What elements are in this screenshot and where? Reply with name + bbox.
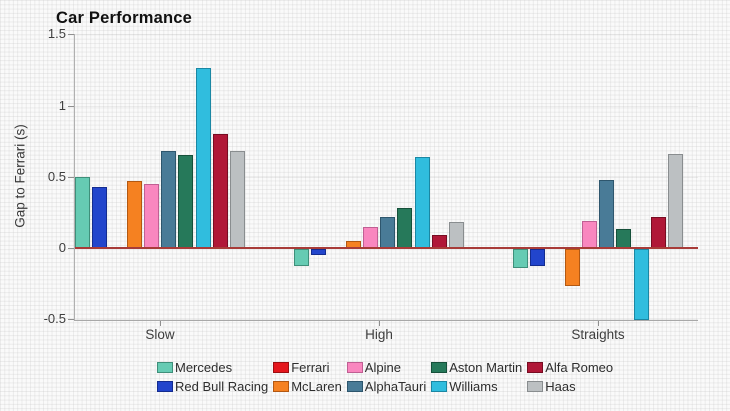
- y-tick-mark: [68, 105, 74, 107]
- bar-haas-high: [448, 222, 464, 248]
- y-tick-label: 0: [58, 240, 66, 255]
- bar-red-bull-racing-straights: [530, 249, 546, 267]
- bar-mclaren-slow: [126, 181, 142, 248]
- legend-label-alphatauri: AlphaTauri: [364, 379, 427, 394]
- legend-item-alfa-romeo: Alfa Romeo: [527, 360, 613, 375]
- legend-label-williams: Williams: [449, 379, 498, 394]
- y-axis-line: [74, 34, 75, 321]
- legend-item-mclaren: McLaren: [273, 379, 342, 394]
- gridline-y: [75, 176, 698, 178]
- y-tick-label: 0.5: [47, 168, 66, 184]
- gridline-y: [75, 319, 698, 321]
- legend-swatch-red-bull-racing: [157, 381, 173, 392]
- plot-area: [68, 34, 698, 326]
- legend-label-mercedes: Mercedes: [175, 360, 233, 375]
- legend-swatch-ferrari: [273, 362, 290, 373]
- legend-swatch-mercedes: [157, 362, 173, 373]
- legend-label-mclaren: McLaren: [291, 379, 342, 394]
- x-tick-mark: [160, 321, 161, 326]
- gridline-y: [75, 105, 698, 107]
- bar-williams-slow: [195, 68, 211, 248]
- bar-aston-martin-slow: [178, 155, 194, 248]
- x-tick-label-slow: Slow: [145, 327, 175, 342]
- y-tick-mark: [68, 176, 74, 178]
- legend-swatch-aston-martin: [431, 362, 448, 373]
- legend-label-red-bull-racing: Red Bull Racing: [175, 379, 269, 394]
- legend-item-haas: Haas: [527, 379, 613, 394]
- legend-item-alpine: Alpine: [346, 360, 426, 375]
- legend-swatch-haas: [527, 381, 544, 392]
- x-tick-label-high: High: [365, 327, 393, 342]
- bar-alphatauri-slow: [161, 151, 177, 248]
- bar-williams-high: [414, 156, 430, 248]
- legend-item-red-bull-racing: Red Bull Racing: [157, 379, 268, 394]
- x-axis-line: [74, 320, 698, 321]
- bar-haas-straights: [667, 153, 683, 248]
- y-tick-mark: [68, 34, 74, 36]
- bar-mclaren-straights: [564, 249, 580, 287]
- bar-mercedes-straights: [513, 249, 529, 268]
- bar-alphatauri-high: [380, 216, 396, 248]
- bar-red-bull-racing-high: [311, 249, 327, 255]
- x-tick-mark: [379, 321, 380, 326]
- zero-line: [75, 247, 698, 249]
- bar-haas-slow: [229, 151, 245, 248]
- x-tick-label-straights: Straights: [571, 327, 625, 342]
- y-tick-label: -0.5: [43, 311, 66, 327]
- bar-alfa-romeo-straights: [650, 216, 666, 248]
- legend-item-mercedes: Mercedes: [157, 360, 268, 375]
- legend-label-alpine: Alpine: [364, 360, 401, 375]
- y-tick-mark: [68, 248, 74, 249]
- bar-alpine-straights: [581, 220, 597, 248]
- bar-alpine-high: [362, 226, 378, 248]
- legend-item-alphatauri: AlphaTauri: [346, 379, 427, 394]
- legend-item-williams: Williams: [431, 379, 522, 394]
- chart-title: Car Performance: [56, 9, 192, 27]
- legend-label-alfa-romeo: Alfa Romeo: [545, 360, 614, 375]
- legend-swatch-williams: [431, 381, 448, 392]
- legend-item-ferrari: Ferrari: [273, 360, 342, 375]
- bar-mercedes-slow: [75, 176, 91, 248]
- gridline-y: [75, 34, 698, 36]
- y-tick-label: 1.5: [47, 26, 66, 42]
- bar-alphatauri-straights: [599, 179, 615, 248]
- bar-alfa-romeo-slow: [212, 134, 228, 248]
- y-tick-mark: [68, 319, 74, 321]
- legend-swatch-alpine: [346, 362, 363, 373]
- legend-label-aston-martin: Aston Martin: [449, 360, 523, 375]
- legend-swatch-mclaren: [273, 381, 290, 392]
- x-tick-mark: [598, 321, 599, 326]
- legend-swatch-alphatauri: [346, 381, 363, 392]
- y-tick-label: 1: [58, 97, 66, 113]
- legend: Mercedes Red Bull Racing Ferrari McLaren Alp…: [157, 358, 613, 396]
- bar-mercedes-high: [294, 249, 310, 267]
- legend-label-haas: Haas: [545, 379, 576, 394]
- legend-swatch-alfa-romeo: [527, 362, 544, 373]
- bar-aston-martin-high: [397, 208, 413, 248]
- bar-alpine-slow: [143, 183, 159, 248]
- bar-red-bull-racing-slow: [92, 186, 108, 248]
- bar-aston-martin-straights: [616, 229, 632, 248]
- legend-label-ferrari: Ferrari: [291, 360, 330, 375]
- legend-item-aston-martin: Aston Martin: [431, 360, 522, 375]
- bar-williams-straights: [633, 249, 649, 320]
